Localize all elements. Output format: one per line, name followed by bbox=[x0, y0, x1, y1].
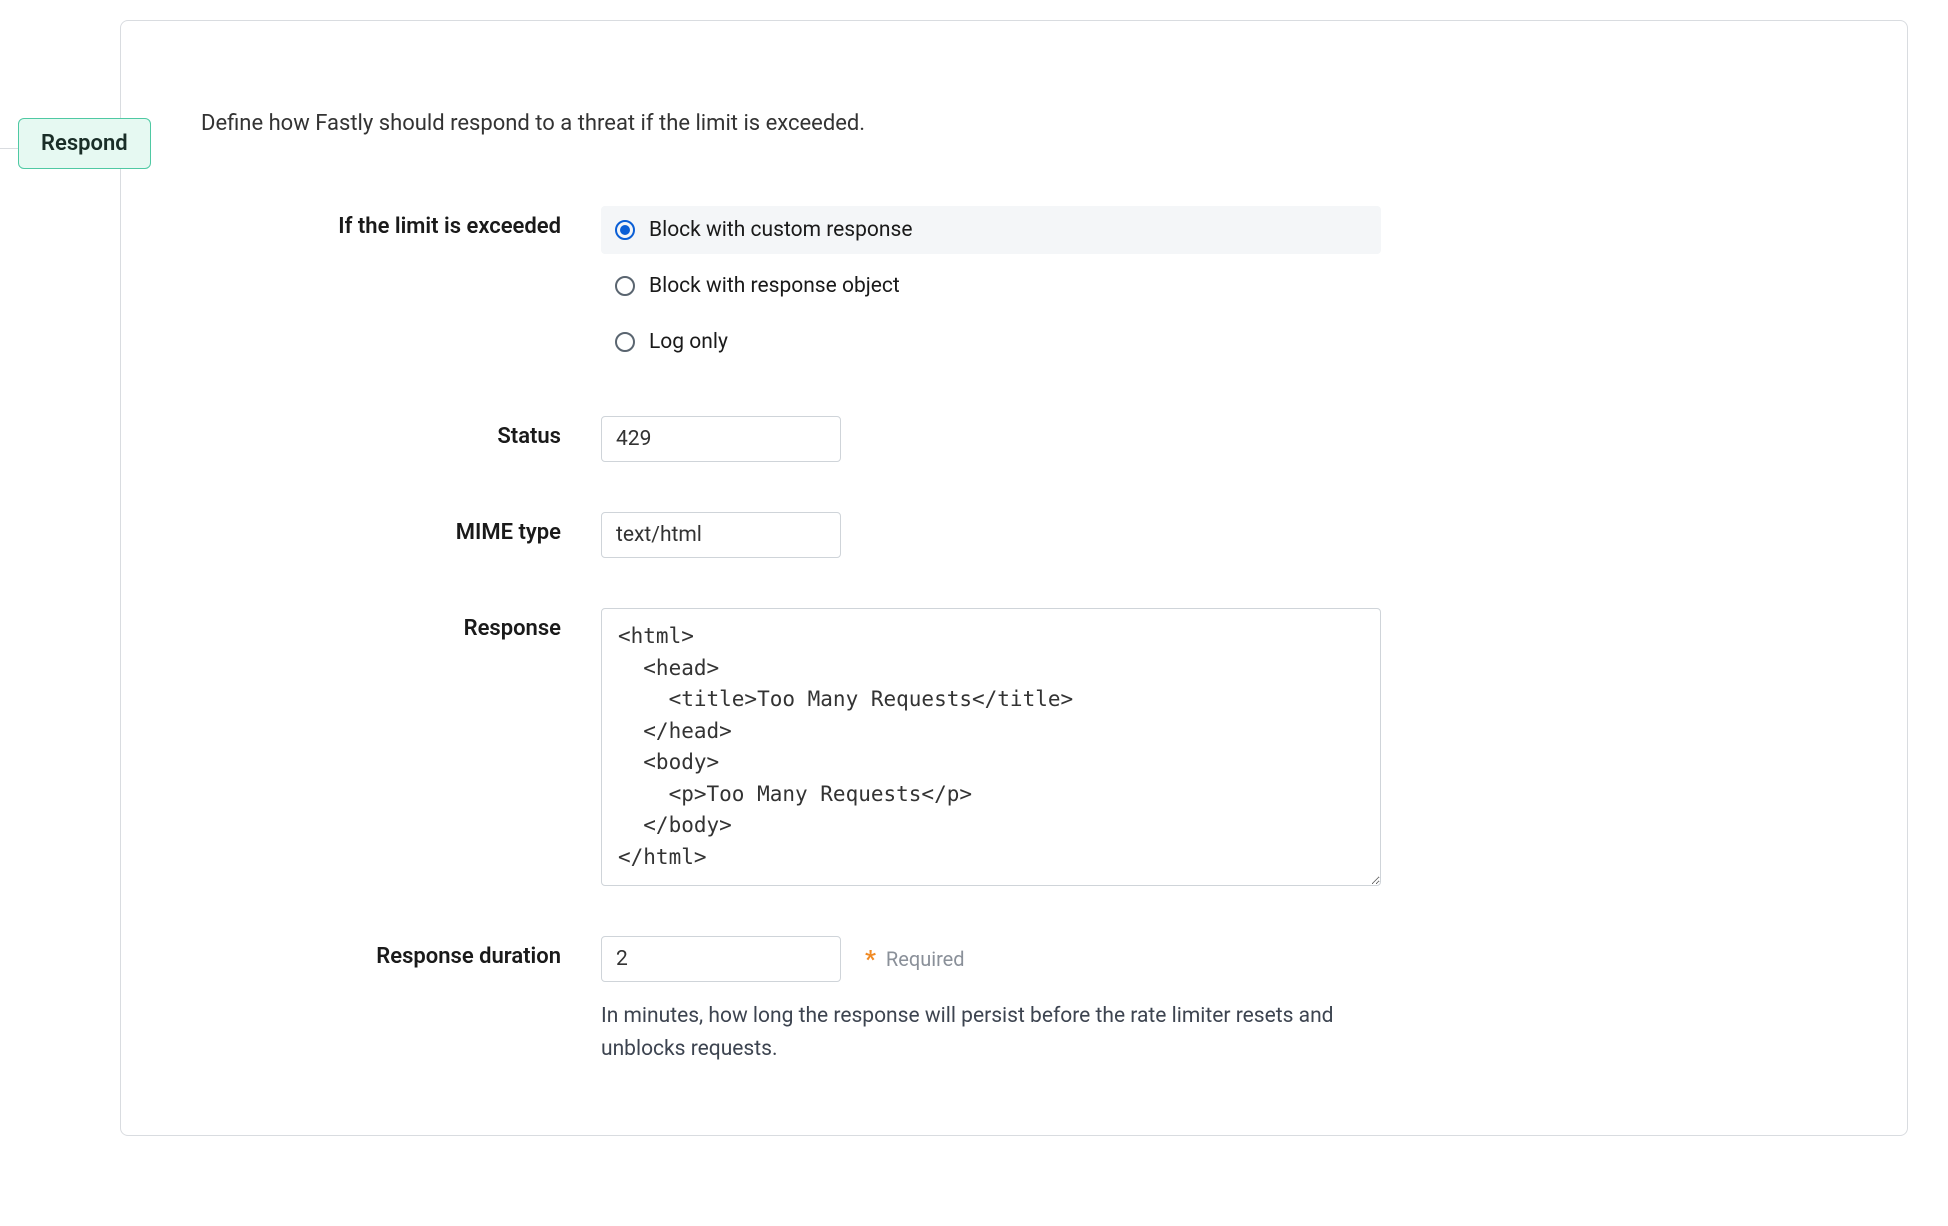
mime-type-input[interactable] bbox=[601, 512, 841, 558]
limit-exceeded-label: If the limit is exceeded bbox=[201, 206, 561, 239]
response-duration-input[interactable] bbox=[601, 936, 841, 982]
response-duration-row: * Required bbox=[601, 936, 1381, 982]
form-grid: If the limit is exceeded Block with cust… bbox=[201, 206, 1847, 1065]
response-field bbox=[601, 608, 1381, 886]
mime-type-label: MIME type bbox=[201, 512, 561, 545]
response-label: Response bbox=[201, 608, 561, 641]
respond-badge: Respond bbox=[18, 118, 151, 169]
radio-block-response-object[interactable]: Block with response object bbox=[601, 262, 1381, 310]
required-text: Required bbox=[886, 947, 965, 971]
respond-panel: Define how Fastly should respond to a th… bbox=[120, 20, 1908, 1136]
radio-icon bbox=[615, 276, 635, 296]
radio-log-only[interactable]: Log only bbox=[601, 318, 1381, 366]
radio-icon bbox=[615, 332, 635, 352]
status-input[interactable] bbox=[601, 416, 841, 462]
response-duration-help: In minutes, how long the response will p… bbox=[601, 1000, 1381, 1065]
radio-label: Block with custom response bbox=[649, 218, 912, 242]
respond-section: Respond Define how Fastly should respond… bbox=[0, 20, 1908, 1136]
radio-label: Log only bbox=[649, 330, 728, 354]
response-textarea[interactable] bbox=[601, 608, 1381, 886]
radio-icon bbox=[615, 220, 635, 240]
asterisk-icon: * bbox=[865, 947, 876, 971]
mime-type-field bbox=[601, 512, 1381, 558]
limit-exceeded-radio-group: Block with custom response Block with re… bbox=[601, 206, 1381, 366]
response-duration-field: * Required In minutes, how long the resp… bbox=[601, 936, 1381, 1065]
required-note: * Required bbox=[865, 947, 965, 971]
status-field bbox=[601, 416, 1381, 462]
status-label: Status bbox=[201, 416, 561, 449]
radio-label: Block with response object bbox=[649, 274, 900, 298]
radio-block-custom-response[interactable]: Block with custom response bbox=[601, 206, 1381, 254]
response-duration-label: Response duration bbox=[201, 936, 561, 969]
section-description: Define how Fastly should respond to a th… bbox=[201, 111, 1847, 136]
